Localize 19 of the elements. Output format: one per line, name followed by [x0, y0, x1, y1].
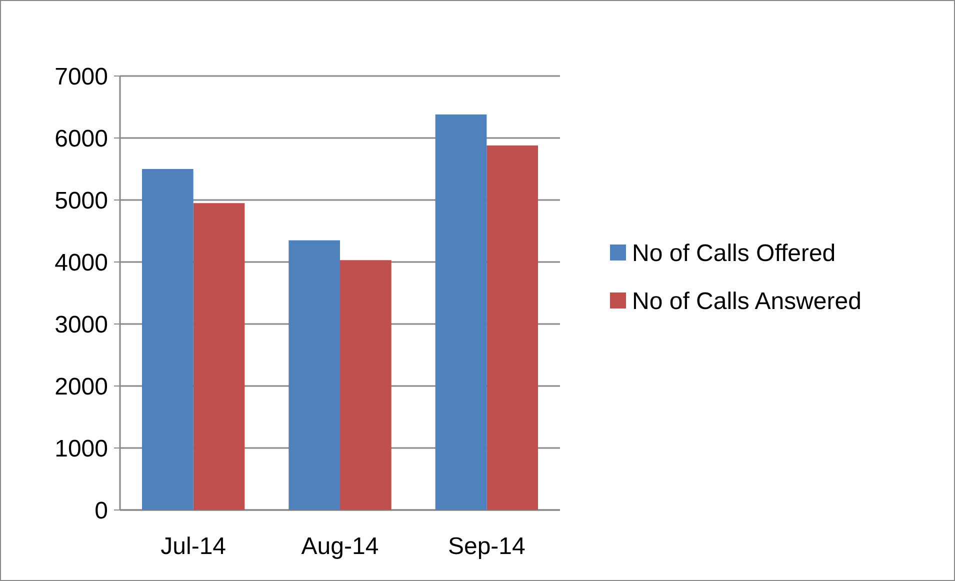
legend-label: No of Calls Offered — [632, 240, 836, 267]
x-tick-label: Sep-14 — [448, 533, 526, 560]
x-tick-label: Jul-14 — [160, 533, 226, 560]
y-tick-label: 0 — [94, 497, 108, 524]
y-tick-label: 2000 — [54, 373, 108, 400]
bar — [288, 240, 340, 510]
bar — [142, 169, 194, 510]
y-tick-label: 1000 — [54, 435, 108, 462]
y-tick-label: 7000 — [54, 63, 108, 90]
y-tick-label: 5000 — [54, 187, 108, 214]
y-tick-label: 6000 — [54, 125, 108, 152]
bar — [193, 203, 245, 510]
bar — [486, 145, 538, 510]
legend-label: No of Calls Answered — [632, 288, 862, 315]
y-tick-label: 3000 — [54, 311, 108, 338]
bar — [340, 260, 392, 510]
x-tick-label: Aug-14 — [301, 533, 379, 560]
y-tick-label: 4000 — [54, 249, 108, 276]
bar — [435, 114, 487, 510]
